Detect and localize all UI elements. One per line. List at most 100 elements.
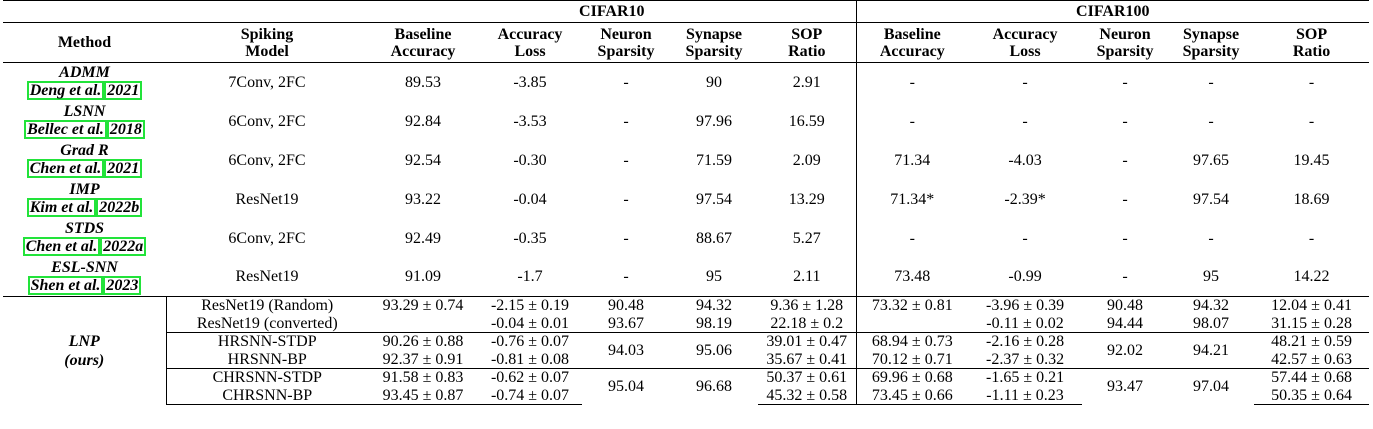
citation-link[interactable]: Bellec et al. 2018 [24, 120, 145, 139]
citation-link[interactable]: Chen et al. 2021 [26, 159, 143, 178]
spiking-model-cell: CHRSNN-STDP [165, 368, 368, 387]
method-row: STDS Chen et al. 2022a 6Conv, 2FC 92.49 -0.35… [3, 218, 1369, 258]
header-cifar100-col-line: Sparsity [1182, 42, 1240, 60]
header-spiking-model-line: Model [245, 42, 289, 60]
cifar10-value-cell: 89.53 [368, 62, 478, 102]
header-cifar10: CIFAR10 [368, 0, 857, 23]
cifar100-value-cell: 71.34* [855, 179, 969, 219]
header-cifar100-col-line: Accuracy [879, 42, 945, 60]
spiking-model-cell: ResNet19 [235, 190, 299, 208]
cifar10-value-cell: -0.81 ± 0.08 [490, 350, 570, 368]
method-name: STDS [64, 220, 105, 237]
header-cifar10-col-line: Accuracy [390, 42, 456, 60]
cifar100-value-cell: - [1122, 268, 1128, 286]
header-cifar100-col-line: Ratio [1292, 42, 1331, 60]
citation-year-box: 2023 [103, 275, 142, 295]
citation-year-box: 2021 [104, 159, 143, 178]
method-row: Grad R Chen et al. 2021 6Conv, 2FC 92.54 -0.3… [3, 140, 1369, 180]
header-cifar10-col-line: Baseline [394, 25, 452, 43]
cifar100-neuron-sparsity-cell: 93.47 [1082, 368, 1169, 405]
citation-link[interactable]: Shen et al. 2023 [27, 275, 142, 295]
header-blank [3, 0, 166, 23]
cifar10-value-cell: 35.67 ± 0.41 [766, 350, 848, 368]
cifar100-value-cell: - [855, 218, 969, 258]
method-row: LSNN Bellec et al. 2018 6Conv, 2FC 92.84 -3.5… [3, 101, 1369, 141]
method-name: IMP [69, 181, 100, 198]
citation-year-box: 2022b [96, 198, 143, 217]
cifar10-value-cell: -1.7 [517, 268, 543, 286]
method-cell: IMP Kim et al. 2022b [3, 180, 166, 219]
citation-author-box: Deng et al. [26, 81, 105, 101]
citation-author-box: Chen et al. [22, 237, 101, 256]
cifar100-value-cell: 50.35 ± 0.64 [1254, 386, 1370, 405]
cifar10-value-cell: -3.85 [478, 62, 582, 102]
header-cifar100-col: Neuron Sparsity [1082, 22, 1169, 63]
citation-year-box: 2021 [104, 81, 143, 101]
cifar10-value-cell: 71.59 [696, 151, 732, 169]
cifar100-value-cell: 97.54 [1193, 190, 1230, 208]
cifar100-value-cell [855, 314, 969, 333]
cifar10-value-cell: 90.48 [582, 296, 670, 315]
header-cifar100-col-line: Loss [1009, 42, 1041, 60]
cifar10-value-cell: 39.01 ± 0.47 [758, 332, 857, 351]
header-cifar10-col-line: Ratio [788, 42, 826, 60]
cifar100-value-cell: - [1022, 112, 1028, 130]
cifar10-value-cell: 97.54 [696, 190, 732, 208]
cifar10-value-cell: 91.58 ± 0.83 [368, 368, 478, 387]
header-cifar100-col: Synapse Sparsity [1168, 22, 1255, 63]
spiking-model-cell: ResNet19 (converted) [165, 314, 368, 333]
cifar100-value-cell: - [1208, 112, 1214, 130]
cifar10-value-cell: 45.32 ± 0.58 [758, 386, 857, 405]
header-cifar100-col: Accuracy Loss [968, 22, 1083, 63]
cifar10-value-cell: 16.59 [788, 112, 825, 130]
cifar10-value-cell: -0.76 ± 0.07 [478, 332, 582, 351]
cifar100-value-cell: 98.07 [1193, 314, 1230, 332]
header-spiking-model: Spiking Model [166, 22, 368, 63]
cifar10-value-cell: 2.11 [793, 268, 821, 286]
citation-link[interactable]: Kim et al. 2022b [26, 198, 143, 217]
cifar100-value-cell: -3.96 ± 0.39 [968, 296, 1083, 315]
header-cifar10-col-line: SOP [791, 25, 823, 43]
cifar100-value-cell: -2.37 ± 0.32 [985, 350, 1065, 368]
cifar10-value-cell: - [623, 112, 629, 130]
method-name: Grad R [60, 142, 109, 159]
cifar10-value-cell: 94.32 [670, 296, 758, 315]
cifar100-value-cell: 69.96 ± 0.68 [855, 368, 969, 387]
cifar10-value-cell: 92.37 ± 0.91 [382, 350, 464, 368]
header-cifar100-col-line: Baseline [883, 25, 941, 43]
citation-author-box: Bellec et al. [24, 120, 107, 139]
cifar100-value-cell: - [855, 62, 969, 102]
citation-link[interactable]: Deng et al. 2021 [26, 81, 143, 101]
cifar10-value-cell: - [623, 268, 629, 286]
header-cifar10-col: Baseline Accuracy [368, 22, 478, 63]
header-cifar100-col: Baseline Accuracy [855, 22, 969, 63]
cifar100-value-cell: -0.11 ± 0.02 [986, 314, 1064, 332]
cifar10-value-cell: 22.18 ± 0.2 [770, 314, 844, 332]
cifar10-neuron-sparsity-cell: 94.03 [582, 332, 670, 369]
cifar10-value-cell: 5.27 [792, 229, 821, 247]
cifar10-value-cell: 88.67 [696, 229, 732, 247]
cifar10-value-cell: -0.62 ± 0.07 [478, 368, 582, 387]
cifar100-value-cell: 97.65 [1193, 151, 1230, 169]
citation-link[interactable]: Chen et al. 2022a [22, 237, 147, 256]
cifar100-value-cell: - [1308, 112, 1315, 130]
spiking-model-cell: 6Conv, 2FC [228, 112, 306, 130]
lnp-method-cell: LNP (ours) [3, 296, 166, 405]
cifar100-value-cell: - [1122, 229, 1128, 247]
cifar100-value-cell: 48.21 ± 0.59 [1254, 332, 1370, 351]
cifar100-value-cell: 70.12 ± 0.71 [855, 350, 969, 369]
cifar10-value-cell: - [623, 229, 629, 247]
cifar100-value-cell: - [1082, 62, 1169, 102]
header-cifar100: CIFAR100 [855, 0, 1370, 23]
cifar10-value-cell: 93.67 [608, 314, 644, 332]
citation-author-box: Chen et al. [26, 159, 105, 178]
header-cifar10-col: Neuron Sparsity [582, 22, 670, 63]
header-spiking-model-line: Spiking [240, 25, 294, 43]
cifar10-value-cell: - [582, 62, 670, 102]
method-name: ADMM [59, 64, 110, 82]
cifar100-value-cell: 31.15 ± 0.28 [1271, 314, 1352, 332]
cifar100-value-cell: - [1122, 190, 1128, 208]
cifar100-value-cell: -1.11 ± 0.23 [968, 386, 1083, 405]
cifar100-value-cell: -4.03 [1008, 151, 1042, 169]
header-cifar100-col-line: Sparsity [1096, 42, 1154, 60]
